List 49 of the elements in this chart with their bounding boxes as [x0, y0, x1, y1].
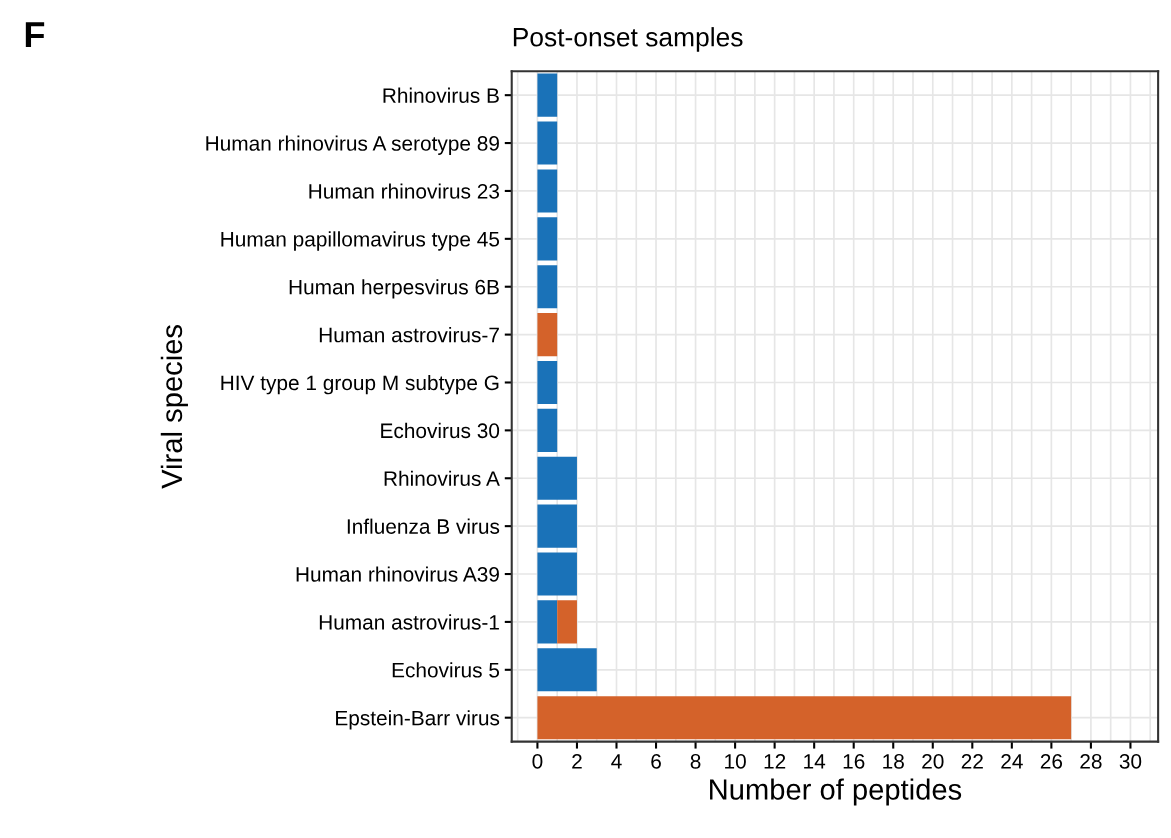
x-tick-label: 20	[922, 753, 944, 769]
bar	[537, 696, 1072, 740]
y-tick-label: Human papillomavirus type 45	[221, 231, 500, 251]
y-tick-label: Human rhinovirus 23	[309, 183, 500, 199]
y-axis-title: Viral species	[160, 325, 188, 489]
x-tick-label: 14	[804, 754, 826, 769]
y-tick-label: Human herpesvirus 6B	[289, 279, 499, 299]
x-tick-label: 0	[532, 753, 543, 769]
y-tick-label: Human rhinovirus A serotype 89	[206, 135, 499, 155]
x-axis-title: Number of peptides	[710, 778, 962, 806]
x-tick-label: 26	[1040, 753, 1063, 769]
y-tick-label: Human astrovirus-7	[319, 327, 499, 343]
bar	[537, 552, 577, 596]
y-tick-label: Rhinovirus A	[384, 470, 500, 487]
y-tick-label: Rhinovirus B	[383, 87, 499, 103]
x-tick-label: 12	[764, 753, 786, 769]
bar	[537, 648, 597, 692]
bar	[537, 360, 558, 405]
x-tick-label: 28	[1080, 753, 1102, 769]
x-tick-label: 16	[843, 753, 865, 769]
bar	[537, 169, 558, 213]
y-tick-label: Influenza B virus	[347, 518, 500, 534]
bar	[537, 73, 558, 117]
x-tick-label: 6	[651, 753, 661, 769]
bar	[537, 217, 558, 261]
x-tick-label: 2	[572, 753, 582, 769]
bar	[537, 313, 558, 357]
x-tick-label: 4	[611, 754, 622, 769]
y-tick-label: Echovirus 5	[392, 662, 500, 678]
y-tick-label: HIV type 1 group M subtype G	[221, 374, 499, 395]
x-tick-label: 10	[725, 753, 746, 769]
x-tick-label: 8	[690, 753, 701, 769]
x-tick-label: 18	[883, 753, 904, 769]
bar	[537, 504, 577, 548]
bar	[537, 121, 558, 165]
text: F	[25, 22, 45, 48]
bar	[537, 265, 558, 309]
y-tick-label: Echovirus 30	[381, 422, 500, 439]
y-tick-label: Epstein-Barr virus	[336, 710, 500, 730]
bar	[557, 600, 577, 644]
x-tick-label: 22	[961, 753, 983, 769]
x-tick-label: 30	[1119, 753, 1142, 769]
y-tick-label: Human astrovirus-1	[319, 614, 499, 630]
chart-title: Post-onset samples	[513, 27, 743, 52]
bar	[537, 408, 558, 452]
bar	[537, 456, 577, 500]
y-tick-label: Human rhinovirus A39	[296, 566, 499, 582]
bar	[537, 600, 558, 644]
x-tick-label: 24	[1001, 753, 1023, 769]
